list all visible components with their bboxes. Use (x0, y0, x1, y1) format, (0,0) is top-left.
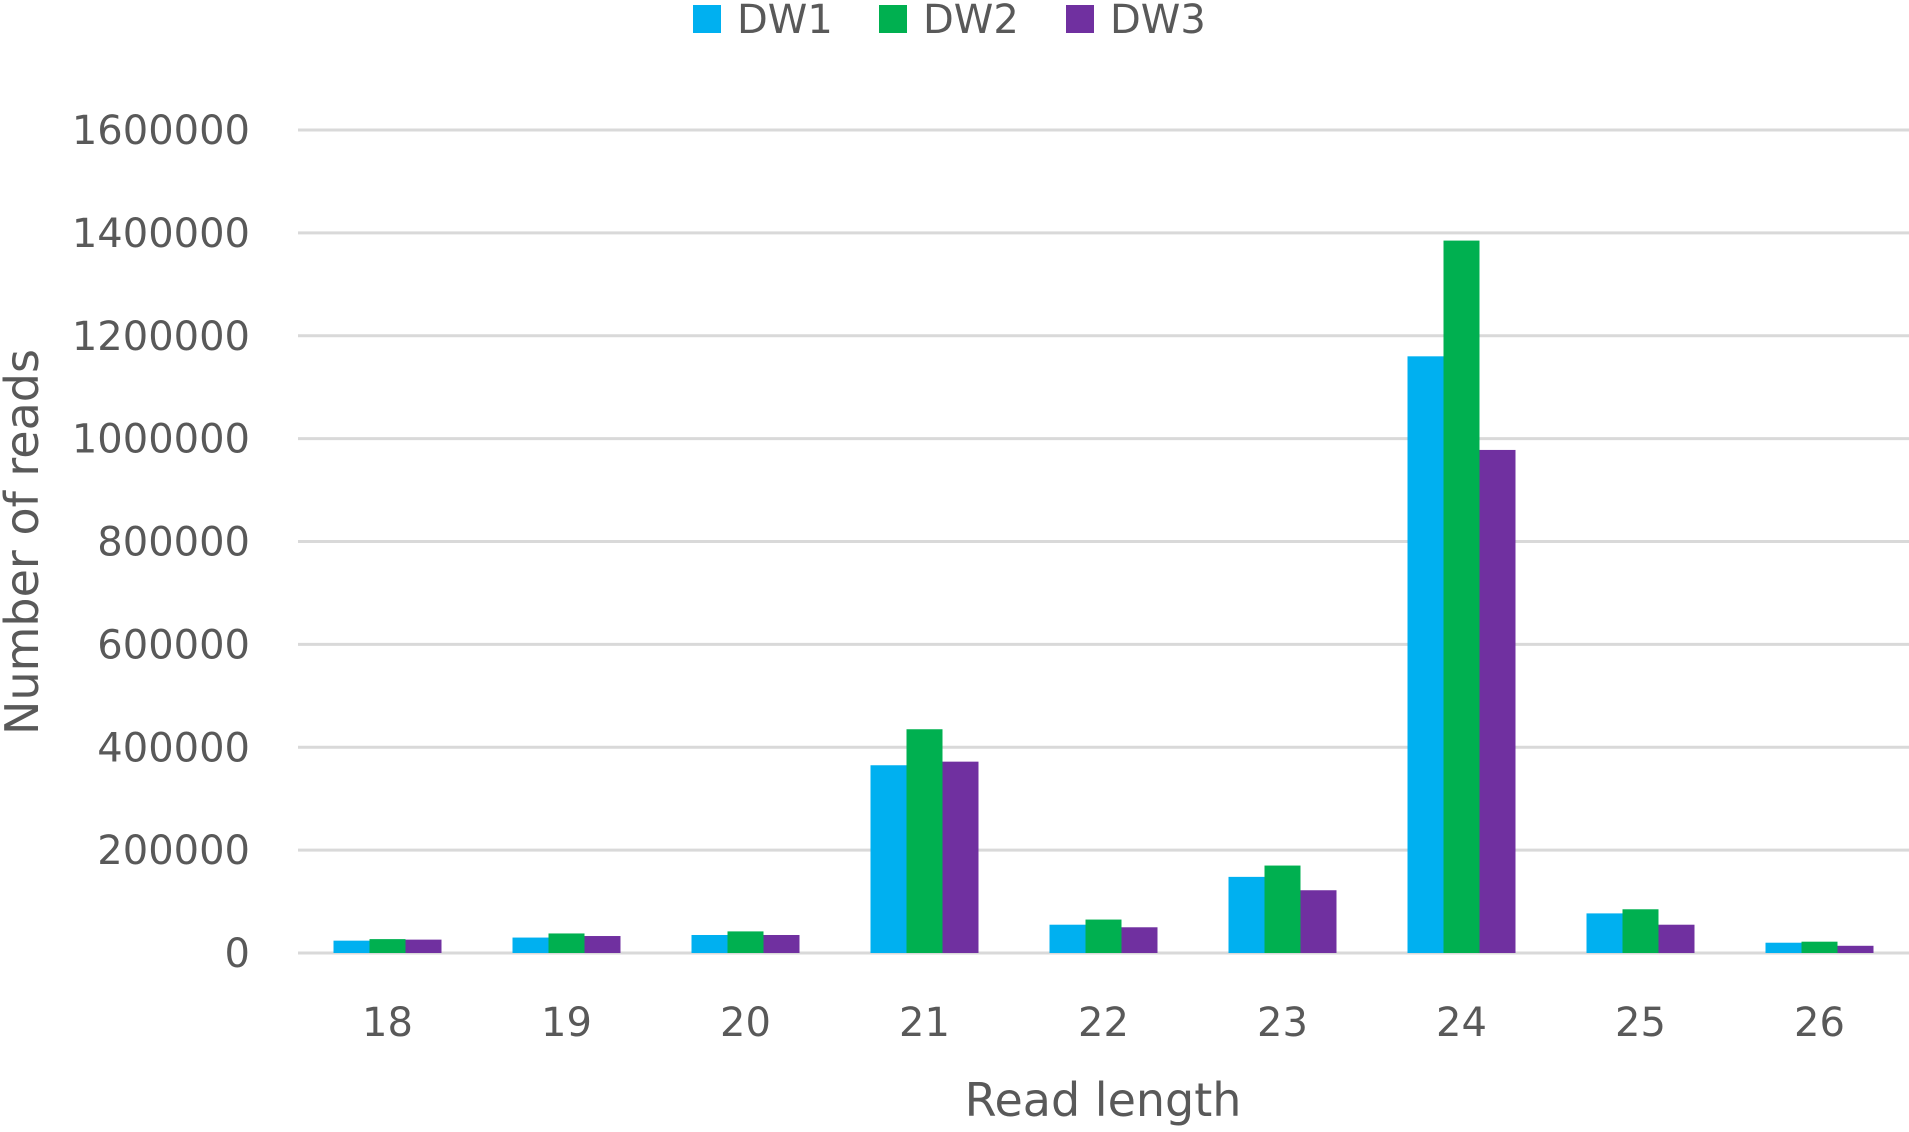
y-tick-label: 400000 (97, 725, 250, 771)
x-tick-label: 21 (899, 1000, 950, 1046)
y-tick-label: 800000 (97, 520, 250, 566)
y-axis-title: Number of reads (0, 349, 49, 735)
y-tick-label: 200000 (97, 828, 250, 874)
bar-DW2-19 (548, 933, 585, 953)
legend-swatch-DW1 (693, 5, 721, 33)
bar-DW3-21 (942, 761, 979, 953)
bar-DW3-25 (1658, 924, 1695, 953)
bar-DW1-20 (691, 934, 728, 953)
bar-DW1-22 (1049, 924, 1086, 953)
x-tick-label: 24 (1436, 1000, 1487, 1046)
y-tick-label: 0 (225, 931, 250, 977)
x-tick-label: 25 (1615, 1000, 1666, 1046)
bar-DW1-25 (1586, 913, 1623, 953)
legend: DW1 DW2 DW3 (693, 0, 1206, 43)
bar-DW3-22 (1121, 927, 1158, 953)
x-tick-label: 20 (720, 1000, 771, 1046)
legend-label-DW3: DW3 (1110, 0, 1206, 43)
x-tick-label: 23 (1257, 1000, 1308, 1046)
bar-DW3-19 (584, 936, 621, 953)
bar-DW1-19 (512, 937, 549, 953)
bar-DW2-18 (369, 939, 406, 953)
legend-label-DW2: DW2 (923, 0, 1019, 43)
y-tick-label: 1000000 (72, 417, 250, 463)
y-tick-label: 600000 (97, 622, 250, 668)
bar-DW3-24 (1479, 449, 1516, 953)
bar-DW2-24 (1443, 240, 1480, 953)
bar-DW2-21 (906, 729, 943, 953)
bar-DW1-18 (333, 940, 370, 953)
bar-DW2-23 (1264, 865, 1301, 953)
x-tick-label: 18 (362, 1000, 413, 1046)
bar-DW3-20 (763, 934, 800, 953)
legend-label-DW1: DW1 (737, 0, 833, 43)
y-axis-ticks: 0 200000 400000 600000 800000 1000000 1200000 1… (72, 108, 250, 977)
legend-swatch-DW2 (879, 5, 907, 33)
x-tick-label: 22 (1078, 1000, 1129, 1046)
bar-DW1-26 (1765, 942, 1802, 953)
bar-DW3-18 (405, 939, 442, 953)
bar-DW2-26 (1801, 941, 1838, 953)
bar-DW3-26 (1837, 945, 1874, 953)
y-tick-label: 1600000 (72, 108, 250, 154)
bar-DW1-23 (1228, 876, 1265, 953)
bar-DW1-24 (1407, 356, 1444, 953)
bar-DW2-22 (1085, 919, 1122, 953)
legend-swatch-DW3 (1066, 5, 1094, 33)
x-axis-title: Read length (965, 1073, 1242, 1127)
bars (333, 240, 1874, 953)
y-tick-label: 1200000 (72, 314, 250, 360)
bar-DW3-23 (1300, 890, 1337, 953)
y-tick-label: 1400000 (72, 211, 250, 257)
x-tick-label: 19 (541, 1000, 592, 1046)
x-axis-ticks: 18 19 20 21 22 23 24 25 26 (362, 1000, 1845, 1046)
bar-DW1-21 (870, 765, 907, 953)
bar-DW2-25 (1622, 909, 1659, 953)
bar-DW2-20 (727, 931, 764, 953)
x-tick-label: 26 (1794, 1000, 1845, 1046)
gridlines (298, 128, 1909, 955)
